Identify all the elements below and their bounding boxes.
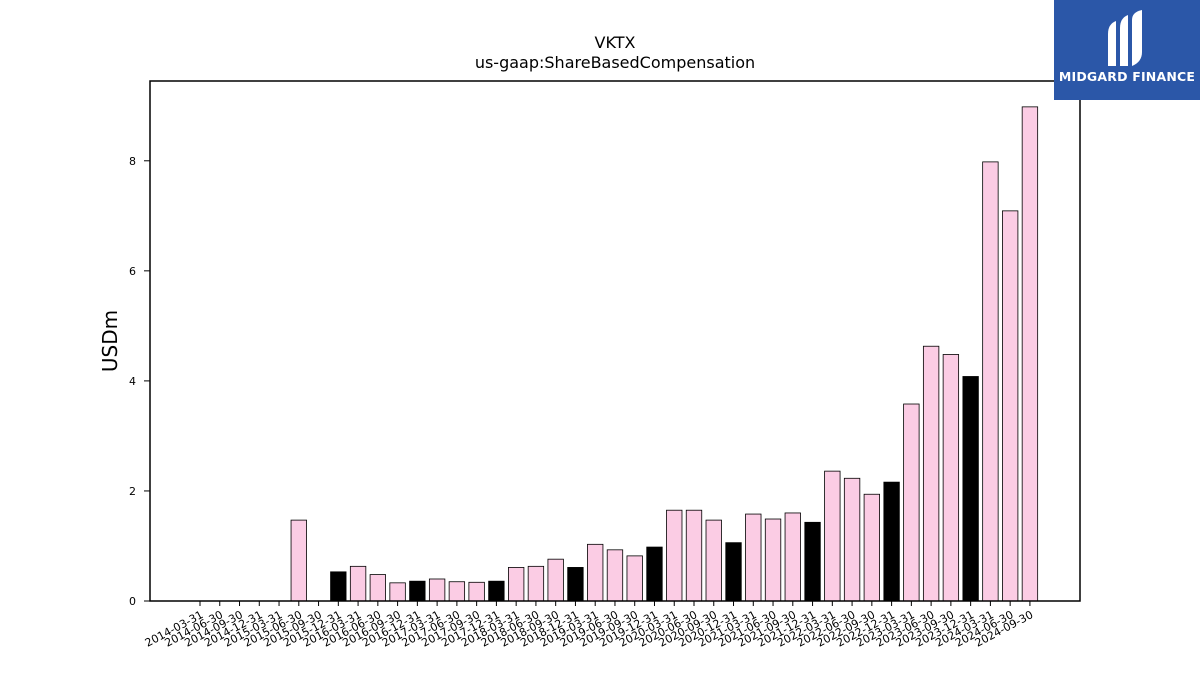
y-tick-label: 4: [129, 375, 136, 388]
bar-2016-03-31: [349, 565, 367, 602]
y-tick-label: 0: [129, 595, 136, 608]
bar-2018-06-30: [527, 565, 545, 602]
bar-2023-12-31: [962, 376, 979, 602]
bar-2016-06-30: [369, 574, 386, 602]
bar-2023-03-31: [903, 403, 920, 602]
bar-2019-06-30: [606, 549, 624, 602]
bar-2024-06-30: [1002, 210, 1019, 602]
bar-2021-03-31: [745, 513, 762, 602]
bar-2019-12-31: [646, 546, 663, 602]
bar-2021-12-31: [804, 521, 821, 602]
bar-2020-03-31: [666, 509, 683, 602]
plot-frame: [149, 80, 1081, 602]
bar-2022-09-30: [863, 493, 880, 602]
midgard-m-icon: [1108, 10, 1142, 66]
bar-2015-12-31: [330, 571, 347, 602]
bar-2019-03-31: [587, 543, 604, 602]
bar-2018-09-30: [547, 558, 564, 602]
bar-2024-03-31: [982, 161, 999, 602]
bar-2016-12-31: [409, 580, 426, 602]
y-tick-label: 6: [129, 265, 136, 278]
bar-2023-09-30: [942, 354, 960, 602]
y-tick-label: 2: [129, 485, 136, 498]
bar-2017-12-31: [488, 580, 505, 602]
bar-2016-09-30: [389, 582, 406, 602]
bar-2020-06-30: [685, 509, 703, 602]
chart-subtitle: us-gaap:ShareBasedCompensation: [475, 53, 755, 72]
bar-2017-06-30: [448, 581, 466, 602]
bar-2017-09-30: [468, 581, 485, 602]
y-tick-label: 8: [129, 155, 136, 168]
bar-2017-03-31: [428, 578, 446, 602]
bar-2018-03-31: [508, 567, 525, 602]
logo-text: MIDGARD FINANCE: [1058, 69, 1196, 84]
bar-2021-09-30: [784, 512, 801, 602]
x-axis-ticks: 2014-03-312014-06-302014-09-302014-12-31…: [143, 601, 1035, 650]
bar-2019-09-30: [626, 555, 643, 602]
bar-2022-12-31: [883, 481, 900, 602]
bar-2024-09-30: [1021, 106, 1039, 602]
bar-2018-12-31: [567, 567, 584, 602]
bar-2023-06-30: [922, 345, 940, 602]
bar-2021-06-30: [764, 518, 782, 602]
y-axis-ticks: 0 2 4 6 8: [129, 155, 150, 608]
bar-2022-03-31: [824, 470, 841, 602]
bar-series: [290, 106, 1039, 602]
y-axis-label: USDm: [98, 310, 122, 372]
bar-2020-12-31: [725, 542, 742, 602]
chart-title: VKTX: [595, 33, 636, 52]
bar-2020-09-30: [705, 519, 722, 602]
bar-2015-06-30: [290, 519, 307, 602]
midgard-finance-logo: MIDGARD FINANCE: [1054, 0, 1200, 100]
bar-2022-06-30: [843, 477, 861, 602]
